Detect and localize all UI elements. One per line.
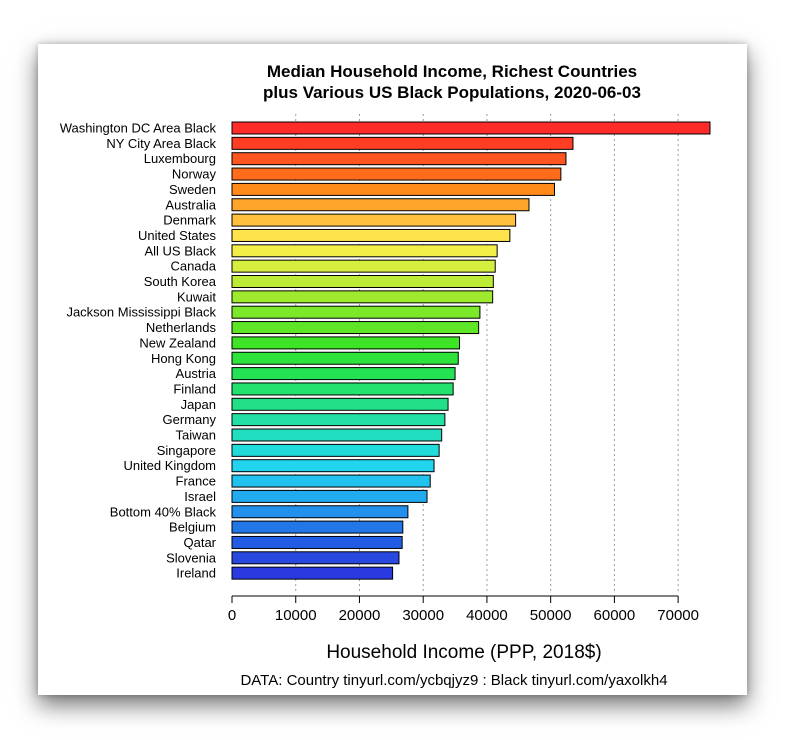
bar bbox=[231, 382, 454, 396]
bar bbox=[231, 336, 461, 350]
category-label: Netherlands bbox=[146, 320, 217, 335]
category-label: Qatar bbox=[183, 535, 216, 550]
category-label: Slovenia bbox=[166, 550, 217, 565]
category-label: NY City Area Black bbox=[106, 136, 216, 151]
bar bbox=[231, 428, 443, 442]
bar bbox=[231, 275, 494, 288]
bar bbox=[231, 228, 511, 242]
category-label: Ireland bbox=[176, 566, 216, 581]
category-label: France bbox=[176, 474, 216, 489]
category-label: Taiwan bbox=[176, 428, 216, 443]
bar bbox=[231, 489, 428, 503]
chart-title-line-2: plus Various US Black Populations, 2020-… bbox=[263, 83, 641, 102]
category-label: Belgium bbox=[169, 520, 216, 535]
bar bbox=[231, 535, 403, 549]
bar bbox=[231, 290, 494, 304]
chart-card: Median Household Income, Richest Countri… bbox=[38, 44, 747, 695]
x-axis-label: Household Income (PPP, 2018$) bbox=[326, 642, 601, 663]
bar bbox=[231, 413, 446, 427]
category-label: Austria bbox=[176, 366, 217, 381]
category-label: United States bbox=[138, 228, 217, 243]
bar bbox=[231, 213, 517, 227]
bar bbox=[231, 566, 394, 580]
bar bbox=[231, 121, 711, 135]
category-label: Denmark bbox=[163, 213, 216, 228]
category-label: Jackson Mississippi Black bbox=[66, 305, 216, 320]
category-label: Australia bbox=[165, 197, 216, 212]
x-tick-label: 0 bbox=[228, 607, 236, 624]
category-label: Bottom 40% Black bbox=[110, 504, 217, 519]
category-label: United Kingdom bbox=[124, 458, 217, 473]
bar bbox=[231, 182, 555, 196]
category-label: Washington DC Area Black bbox=[60, 121, 217, 136]
category-label: Canada bbox=[170, 259, 216, 274]
category-label: Singapore bbox=[157, 443, 216, 458]
x-tick-label: 50000 bbox=[530, 607, 572, 624]
bar bbox=[231, 305, 481, 319]
category-label: All US Black bbox=[144, 243, 216, 258]
category-label: Norway bbox=[172, 167, 217, 182]
x-tick-label: 30000 bbox=[402, 607, 444, 624]
bar bbox=[231, 520, 404, 534]
bar bbox=[231, 505, 409, 519]
x-tick-label: 10000 bbox=[275, 607, 317, 624]
x-axis: 0 10000 20000 30000 40000 50000 60000 70000 bbox=[228, 595, 699, 624]
bar bbox=[231, 443, 440, 457]
bar bbox=[231, 152, 567, 166]
category-label: Japan bbox=[181, 397, 216, 412]
bar bbox=[231, 244, 498, 258]
bar bbox=[231, 459, 435, 473]
x-tick-label: 60000 bbox=[594, 607, 636, 624]
category-label: Finland bbox=[173, 381, 216, 396]
x-tick-label: 70000 bbox=[657, 607, 699, 624]
bar bbox=[231, 474, 431, 488]
chart-title-line-1: Median Household Income, Richest Countri… bbox=[267, 62, 637, 81]
bars-group bbox=[231, 121, 711, 580]
category-label: Sweden bbox=[169, 182, 216, 197]
x-tick-label: 40000 bbox=[466, 607, 508, 624]
x-tick-label: 20000 bbox=[339, 607, 381, 624]
category-label: South Korea bbox=[144, 274, 217, 289]
bar bbox=[231, 136, 574, 150]
source-note: DATA: Country tinyurl.com/ycbqjyz9 : Bla… bbox=[240, 672, 667, 689]
bar bbox=[231, 321, 480, 335]
category-label: Kuwait bbox=[177, 289, 216, 304]
category-label: Luxembourg bbox=[144, 151, 216, 166]
bar bbox=[231, 259, 496, 273]
bar bbox=[231, 551, 400, 565]
bar bbox=[231, 167, 562, 181]
bar bbox=[231, 351, 459, 365]
bar bbox=[231, 367, 456, 381]
category-label: Israel bbox=[184, 489, 216, 504]
category-label: Hong Kong bbox=[151, 351, 216, 366]
bar bbox=[231, 198, 530, 212]
bar-chart: Median Household Income, Richest Countri… bbox=[60, 62, 711, 689]
category-label: New Zealand bbox=[139, 335, 216, 350]
bar bbox=[231, 397, 449, 411]
category-label: Germany bbox=[163, 412, 217, 427]
